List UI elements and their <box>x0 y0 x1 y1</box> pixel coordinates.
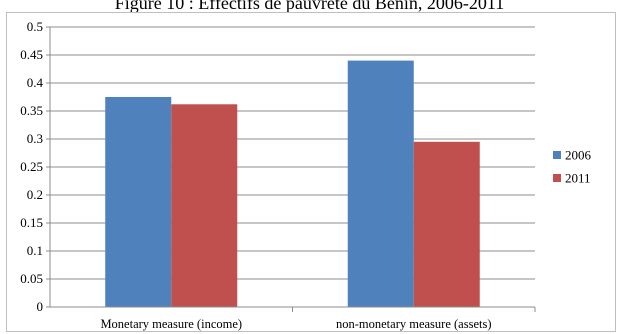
legend-swatch-2006 <box>553 151 561 159</box>
axes <box>46 26 536 312</box>
x-category-label: non-monetary measure (assets) <box>336 317 492 331</box>
y-tick-label: 0.05 <box>20 271 43 286</box>
y-tick-labels: 0 0.05 0.1 0.15 0.2 0.25 0.3 0.35 0.4 0.45 0.5 <box>20 19 43 314</box>
y-tick-label: 0.15 <box>20 215 43 230</box>
bar-2011-1 <box>171 104 238 307</box>
x-category-label: Monetary measure (income) <box>100 317 242 331</box>
y-tick-label: 0.3 <box>27 131 43 146</box>
chart-title: Figure 10 : Effectifs de pauvreté du Bén… <box>114 0 505 13</box>
legend-label-2011: 2011 <box>565 171 591 186</box>
legend: 2006 2011 <box>553 148 592 186</box>
y-tick-label: 0.2 <box>27 187 43 202</box>
x-category-labels: Monetary measure (income) non-monetary me… <box>100 317 491 331</box>
y-tick-label: 0.4 <box>27 75 44 90</box>
bars <box>105 60 480 307</box>
y-tick-label: 0.25 <box>20 159 43 174</box>
legend-label-2006: 2006 <box>565 148 592 163</box>
y-tick-label: 0.45 <box>20 47 43 62</box>
y-tick-label: 0.35 <box>20 103 43 118</box>
bar-2006-2 <box>347 60 414 307</box>
legend-swatch-2011 <box>553 174 561 182</box>
bar-2006-1 <box>105 97 172 307</box>
y-tick-label: 0.1 <box>27 243 43 258</box>
y-tick-label: 0 <box>37 299 44 314</box>
y-tick-label: 0.5 <box>27 19 43 34</box>
bar-2011-2 <box>413 141 480 307</box>
